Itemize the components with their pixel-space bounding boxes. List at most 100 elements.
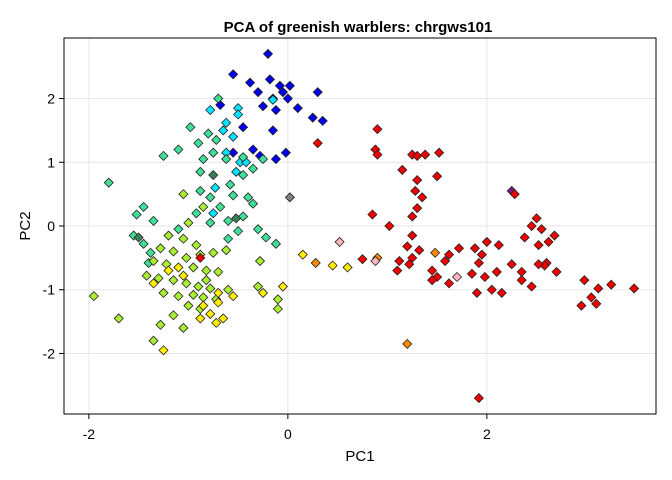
- scatter-point: [342, 262, 353, 273]
- scatter-point: [476, 249, 487, 260]
- scatter-point: [173, 291, 184, 302]
- scatter-point: [257, 154, 269, 165]
- scatter-point: [412, 203, 423, 214]
- scatter-point: [238, 169, 249, 181]
- scatter-point: [178, 270, 189, 281]
- scatter-point: [218, 313, 229, 324]
- scatter-point: [221, 154, 232, 165]
- scatter-point: [148, 215, 159, 226]
- scatter-point: [181, 252, 192, 263]
- y-tick-label: 1: [47, 154, 55, 170]
- scatter-point: [153, 273, 164, 284]
- scatter-point: [208, 169, 219, 181]
- scatter-point: [267, 125, 279, 136]
- scatter-point: [284, 192, 295, 203]
- scatter-point: [193, 281, 204, 292]
- scatter-point: [218, 125, 229, 136]
- scatter-point: [402, 241, 413, 252]
- scatter-point: [471, 287, 482, 298]
- scatter-point: [317, 115, 328, 126]
- scatter-point: [280, 147, 291, 158]
- scatter-point: [252, 87, 264, 98]
- scatter-point: [533, 240, 544, 251]
- scatter-point: [586, 292, 597, 303]
- scatter-point: [272, 303, 283, 314]
- scatter-point: [307, 112, 318, 123]
- scatter-point: [243, 192, 254, 203]
- scatter-point: [506, 259, 517, 270]
- y-tick-label: 2: [47, 91, 55, 107]
- scatter-point: [443, 278, 455, 289]
- scatter-point: [526, 220, 537, 232]
- scatter-point: [178, 233, 189, 244]
- scatter-point: [404, 259, 415, 270]
- scatter-point: [312, 138, 323, 149]
- scatter-point: [367, 209, 378, 220]
- scatter-point: [272, 294, 283, 305]
- scatter-point: [168, 310, 179, 321]
- scatter-point: [138, 238, 149, 249]
- scatter-point: [270, 238, 281, 249]
- scatter-point: [173, 224, 184, 235]
- scatter-point: [191, 208, 202, 219]
- scatter-point: [198, 292, 209, 303]
- scatter-point: [284, 80, 295, 91]
- scatter-point: [238, 152, 249, 163]
- scatter-point: [193, 138, 204, 149]
- scatter-point: [247, 198, 259, 209]
- scatter-point: [579, 275, 590, 286]
- x-tick-label: 0: [284, 426, 292, 442]
- scatter-point: [228, 69, 239, 80]
- scatter-point: [203, 128, 214, 139]
- chart-title: PCA of greenish warblers: chrgws101: [224, 19, 493, 36]
- scatter-point: [198, 154, 209, 165]
- scatter-point: [473, 257, 484, 269]
- x-axis-label: PC1: [345, 448, 374, 465]
- scatter-point: [606, 279, 617, 290]
- scatter-point: [223, 284, 234, 295]
- scatter-point: [88, 291, 99, 302]
- scatter-point: [211, 317, 222, 328]
- x-tick-label: -2: [83, 426, 96, 442]
- scatter-point: [201, 265, 212, 276]
- scatter-point: [486, 284, 497, 295]
- y-tick-label: -1: [43, 282, 56, 298]
- scatter-point: [181, 278, 192, 289]
- scatter-point: [231, 166, 242, 177]
- scatter-point: [158, 287, 169, 298]
- scatter-point: [593, 283, 604, 294]
- scatter-point: [247, 144, 259, 155]
- scatter-point: [173, 262, 184, 273]
- scatter-point: [195, 313, 206, 324]
- scatter-point: [420, 149, 431, 160]
- scatter-point: [509, 189, 520, 200]
- scatter-point: [277, 281, 288, 292]
- scatter-point: [138, 201, 149, 212]
- scatter-point: [148, 335, 159, 346]
- x-axis-ticks: -2 0 2: [83, 414, 491, 442]
- scatter-point: [213, 266, 224, 277]
- scatter-point: [163, 265, 174, 276]
- scatter-point: [178, 322, 189, 334]
- scatter-point: [225, 179, 236, 190]
- scatter-point: [233, 109, 244, 120]
- x-tick-label: 2: [483, 426, 491, 442]
- scatter-point: [178, 189, 189, 200]
- scatter-point: [297, 249, 308, 260]
- scatter-point: [531, 213, 542, 224]
- scatter-point: [427, 275, 438, 286]
- scatter-point: [213, 297, 224, 308]
- scatter-point: [543, 236, 554, 247]
- scatter-point: [223, 215, 234, 226]
- scatter-point: [414, 245, 425, 256]
- scatter-point: [334, 236, 345, 247]
- scatter-point: [392, 265, 403, 276]
- scatter-point: [407, 230, 418, 241]
- scatter-point: [163, 230, 174, 241]
- scatter-point: [270, 104, 281, 116]
- scatter-point: [277, 87, 288, 98]
- scatter-point: [228, 190, 239, 201]
- scatter-point: [412, 175, 423, 186]
- scatter-point: [221, 117, 232, 128]
